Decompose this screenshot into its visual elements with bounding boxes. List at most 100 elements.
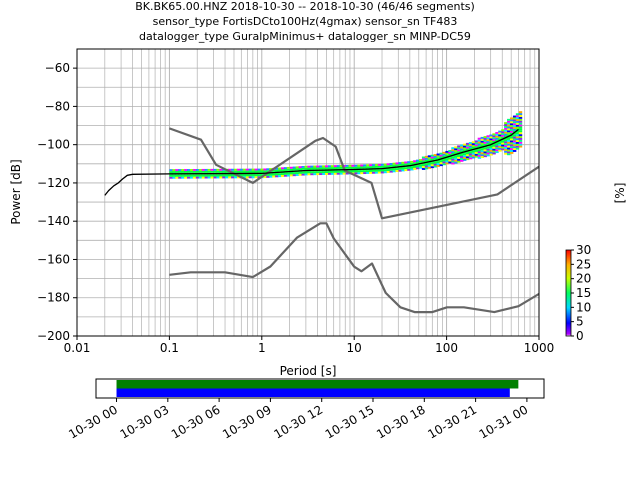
ppsd-cell [445,150,449,153]
ppsd-cell [518,132,523,135]
ppsd-cell [518,139,523,142]
ppsd-cell [483,153,487,156]
ppsd-cell [298,171,303,174]
ppsd-cell [439,164,443,167]
ppsd-cell [363,172,367,175]
ppsd-cell [489,145,493,148]
ppsd-cell [468,151,473,154]
ppsd-cell [501,148,505,151]
ppsd-cell [389,168,394,171]
ppsd-cell [430,166,435,169]
ppsd-cell [298,173,303,176]
x-axis-label: Period [s] [280,364,337,378]
ppsd-cell [175,171,179,173]
ppsd-cell [275,167,279,170]
ppsd-cell [457,145,461,148]
ppsd-cell [495,133,499,136]
ppsd-cell [471,141,476,144]
ppsd-cell [436,164,441,167]
ppsd-cell [433,163,438,166]
ppsd-cell [501,131,505,134]
ppsd-cell [310,165,314,168]
ppsd-cell [219,174,223,177]
ppsd-cell [501,136,505,139]
ppsd-cell [416,167,420,170]
ppsd-cell [477,143,482,146]
ppsd-cell [486,148,490,151]
ppsd-cell [442,155,446,158]
ppsd-cell [507,145,511,148]
ppsd-cell [495,145,499,148]
ppsd-cell [486,135,490,138]
ppsd-cell [398,164,402,166]
ppsd-cell [509,138,514,141]
ppsd-cell [292,168,297,171]
ppsd-cell [260,174,264,177]
ppsd-cell [351,164,355,167]
ppsd-cell [462,158,467,161]
ppsd-cell [225,170,229,173]
ppsd-cell [480,136,485,139]
ppsd-cell [245,176,250,179]
ppsd-cell [501,133,505,135]
colorbar-tick-label: 15 [576,286,591,300]
y-tick-label: −180 [37,291,70,305]
ppsd-cell [319,167,323,170]
ppsd-cell [454,161,458,164]
ppsd-cell [462,153,467,156]
ppsd-cell [483,143,487,146]
ppsd-cell [210,174,214,177]
ppsd-cell [421,166,426,169]
ppsd-cell [457,155,461,157]
y-tick-label: −140 [37,214,70,228]
ppsd-cell [357,172,361,175]
ppsd-cell [260,168,264,171]
ppsd-cell [260,170,264,173]
ppsd-cell [518,130,523,133]
colorbar-tick-label: 25 [576,257,591,271]
ppsd-cell [483,136,487,139]
ppsd-cell [509,117,514,120]
ppsd-cell [507,126,511,129]
ppsd-cell [424,159,429,162]
x-tick-label: 0.1 [160,341,179,355]
ppsd-cell [460,156,464,158]
ppsd-cell [377,169,382,172]
ppsd-cell [360,164,364,167]
ppsd-cell [298,166,303,169]
ppsd-cell [201,168,206,171]
ppsd-cell [462,147,467,150]
ppsd-cell [178,171,182,173]
ppsd-cell [313,171,317,174]
ppsd-cell [439,156,443,159]
ppsd-cell [509,128,514,131]
ppsd-cell [480,140,485,143]
ppsd-cell [257,168,261,171]
ppsd-cell [436,163,441,165]
coverage-bar [116,388,510,397]
ppsd-cell [169,174,173,177]
ppsd-cell [504,139,508,142]
ppsd-cell [257,174,261,177]
ppsd-cell [492,139,496,142]
ppsd-cell [515,115,520,118]
ppsd-cell [424,165,429,168]
ppsd-cell [175,176,179,179]
ppsd-cell [310,167,314,170]
ppsd-cell [325,172,329,175]
ppsd-cell [219,168,223,171]
ppsd-cell [339,166,344,169]
ppsd-cell [489,153,493,156]
ppsd-cell [339,170,344,173]
ppsd-cell [210,168,214,171]
ppsd-cell [325,165,329,168]
ppsd-cell [233,176,238,179]
ppsd-cell [301,171,305,174]
ppsd-cell [404,167,408,170]
ppsd-cell [316,173,320,176]
ppsd-cell [486,146,490,149]
ppsd-cell [413,160,417,163]
ppsd-cell [351,166,355,169]
ppsd-cell [410,160,414,163]
ppsd-cell [495,143,499,146]
